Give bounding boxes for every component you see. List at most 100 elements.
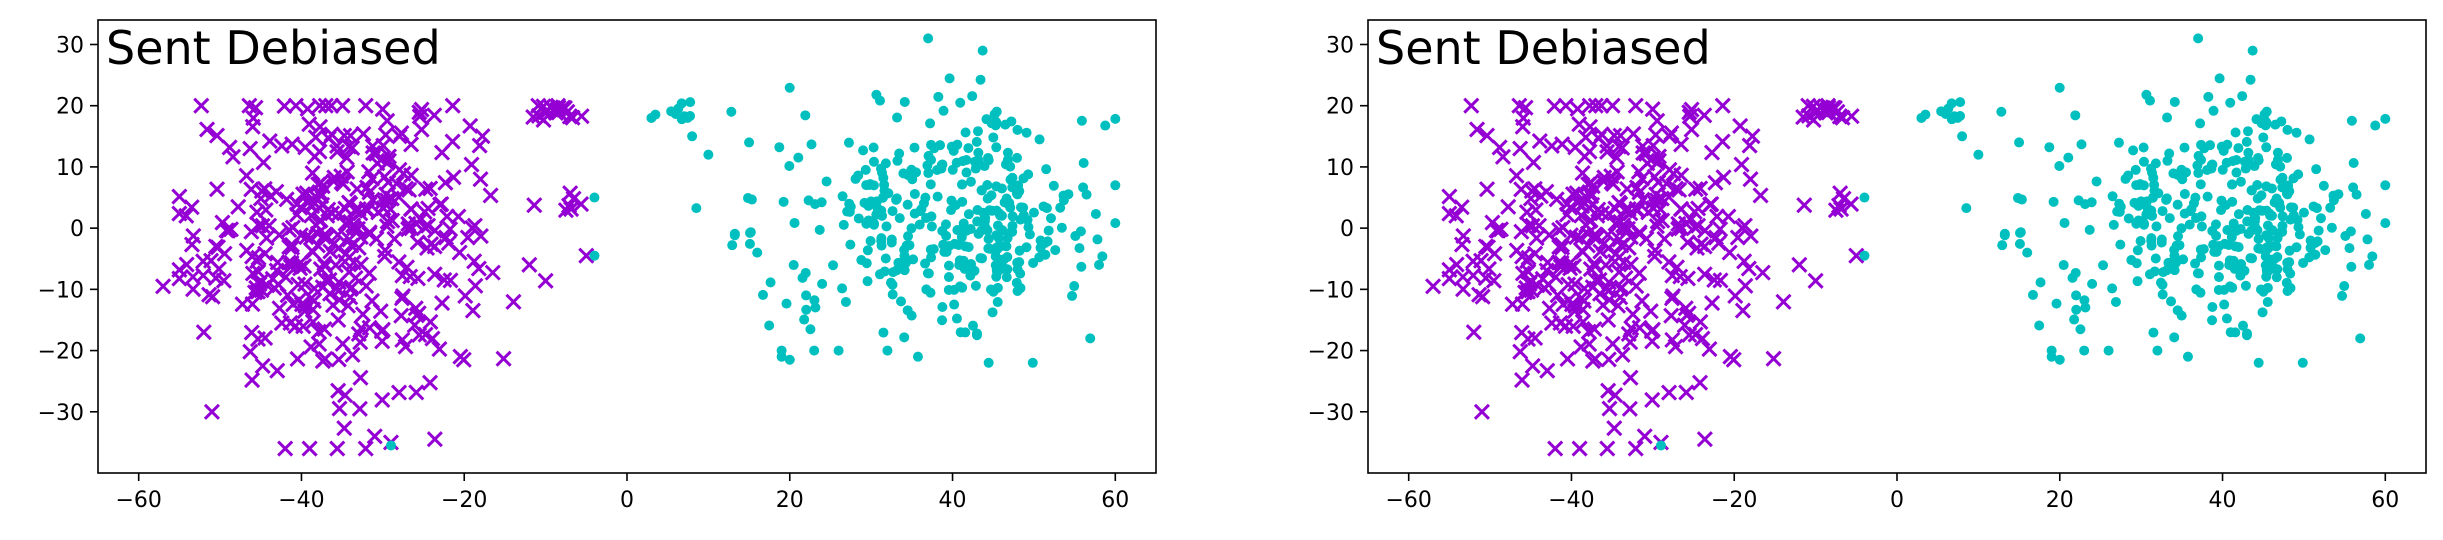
dot-marker-point <box>2153 188 2164 199</box>
dot-marker-point <box>943 284 954 295</box>
x-marker-point <box>195 253 212 270</box>
x-marker-point <box>445 169 462 186</box>
dot-marker-point <box>2195 118 2206 129</box>
dot-marker-point <box>954 259 965 270</box>
dot-marker-point <box>1001 272 1012 283</box>
x-marker-point <box>271 300 288 317</box>
dot-marker-point <box>876 240 887 251</box>
dot-marker-point <box>1011 152 1022 163</box>
x-marker-point <box>284 239 301 256</box>
x-marker-point <box>1531 133 1548 150</box>
dot-marker-point <box>2203 91 2214 102</box>
dot-marker-point <box>1067 290 1078 301</box>
dot-marker-point <box>799 314 810 325</box>
dot-marker-point <box>861 180 872 191</box>
x-marker-point <box>1606 420 1623 437</box>
dot-marker-point <box>866 196 877 207</box>
dot-marker-point <box>2196 139 2207 150</box>
x-marker-point <box>1594 205 1611 222</box>
x-tick-label: −60 <box>115 488 161 513</box>
dot-marker-point <box>1056 222 1067 233</box>
dot-marker-point <box>2136 196 2147 207</box>
dot-marker-point <box>2169 244 2180 255</box>
x-marker-point <box>394 287 412 305</box>
dot-marker-point <box>1015 214 1026 225</box>
dot-marker-point <box>1040 249 1051 260</box>
dot-marker-point <box>2364 259 2375 270</box>
x-marker-point <box>349 220 367 237</box>
dot-marker-point <box>2291 242 2302 253</box>
x-marker-point <box>338 245 355 262</box>
dot-marker-point <box>2207 301 2218 312</box>
dot-marker-point <box>963 209 974 220</box>
x-marker-point <box>1707 174 1724 191</box>
x-marker-point <box>220 222 237 239</box>
dot-marker-point <box>729 228 740 239</box>
x-marker-point <box>242 140 259 157</box>
dot-marker-point <box>891 194 902 205</box>
dot-marker-point <box>2233 143 2244 154</box>
dot-marker-point <box>2315 213 2326 224</box>
x-marker-point <box>378 218 395 235</box>
x-marker-point <box>442 272 459 289</box>
dot-marker-point <box>2213 284 2224 295</box>
dot-marker-point <box>2240 280 2251 291</box>
x-marker-point <box>379 112 396 129</box>
dot-marker-point <box>685 97 696 108</box>
dot-marker-point <box>2224 259 2235 270</box>
x-marker-point <box>242 343 259 360</box>
x-marker-point <box>1715 169 1732 186</box>
dot-marker-point <box>2346 261 2357 272</box>
dot-marker-point <box>1936 106 1947 117</box>
x-marker-point <box>444 97 461 114</box>
x-marker-point <box>1714 97 1731 114</box>
x-marker-point <box>255 154 272 171</box>
x-marker-point <box>1691 374 1709 391</box>
dot-marker-point <box>995 210 1006 221</box>
dot-marker-point <box>971 330 982 341</box>
dot-marker-point <box>2256 118 2267 129</box>
dot-marker-point <box>788 260 799 271</box>
dot-marker-point <box>2130 164 2141 175</box>
x-tick-label: 60 <box>2371 488 2399 513</box>
dot-marker-point <box>752 247 763 258</box>
dot-marker-point <box>687 131 698 142</box>
x-tick-label: −40 <box>1548 488 1594 513</box>
dot-marker-point <box>977 45 988 56</box>
dot-marker-point <box>2146 240 2157 251</box>
dot-marker-point <box>2258 286 2269 297</box>
x-marker-point <box>1547 440 1564 457</box>
dot-marker-point <box>937 301 948 312</box>
dot-marker-point <box>838 219 849 230</box>
y-tick-label: 30 <box>56 33 84 58</box>
dot-marker-point <box>887 279 898 290</box>
x-marker-point <box>1471 286 1488 303</box>
dot-marker-point <box>1070 230 1081 241</box>
x-marker-point <box>1765 350 1782 367</box>
dot-marker-point <box>975 253 986 264</box>
x-marker-point <box>1557 318 1574 335</box>
dot-marker-point <box>957 196 968 207</box>
x-marker-point <box>269 362 286 379</box>
dot-marker-point <box>2048 196 2059 207</box>
x-marker-point <box>1812 99 1830 116</box>
x-marker-point <box>287 318 304 335</box>
dot-marker-point <box>776 351 787 362</box>
x-marker-point <box>261 217 278 234</box>
x-marker-point <box>1667 338 1684 355</box>
dot-marker-point <box>868 142 879 153</box>
x-marker-point <box>463 156 480 173</box>
x-marker-point <box>1569 100 1586 117</box>
x-marker-point <box>1631 265 1648 282</box>
x-marker-point <box>422 180 439 197</box>
dot-marker-point <box>963 242 974 253</box>
dot-marker-point <box>2016 194 2027 205</box>
x-marker-point <box>357 97 374 114</box>
x-marker-point <box>342 127 359 144</box>
x-marker-point <box>1660 188 1677 206</box>
x-marker-point <box>495 350 512 367</box>
x-marker-point <box>311 97 328 114</box>
dot-marker-point <box>2058 260 2069 271</box>
x-marker-point <box>1701 340 1718 358</box>
x-marker-point <box>407 300 424 317</box>
